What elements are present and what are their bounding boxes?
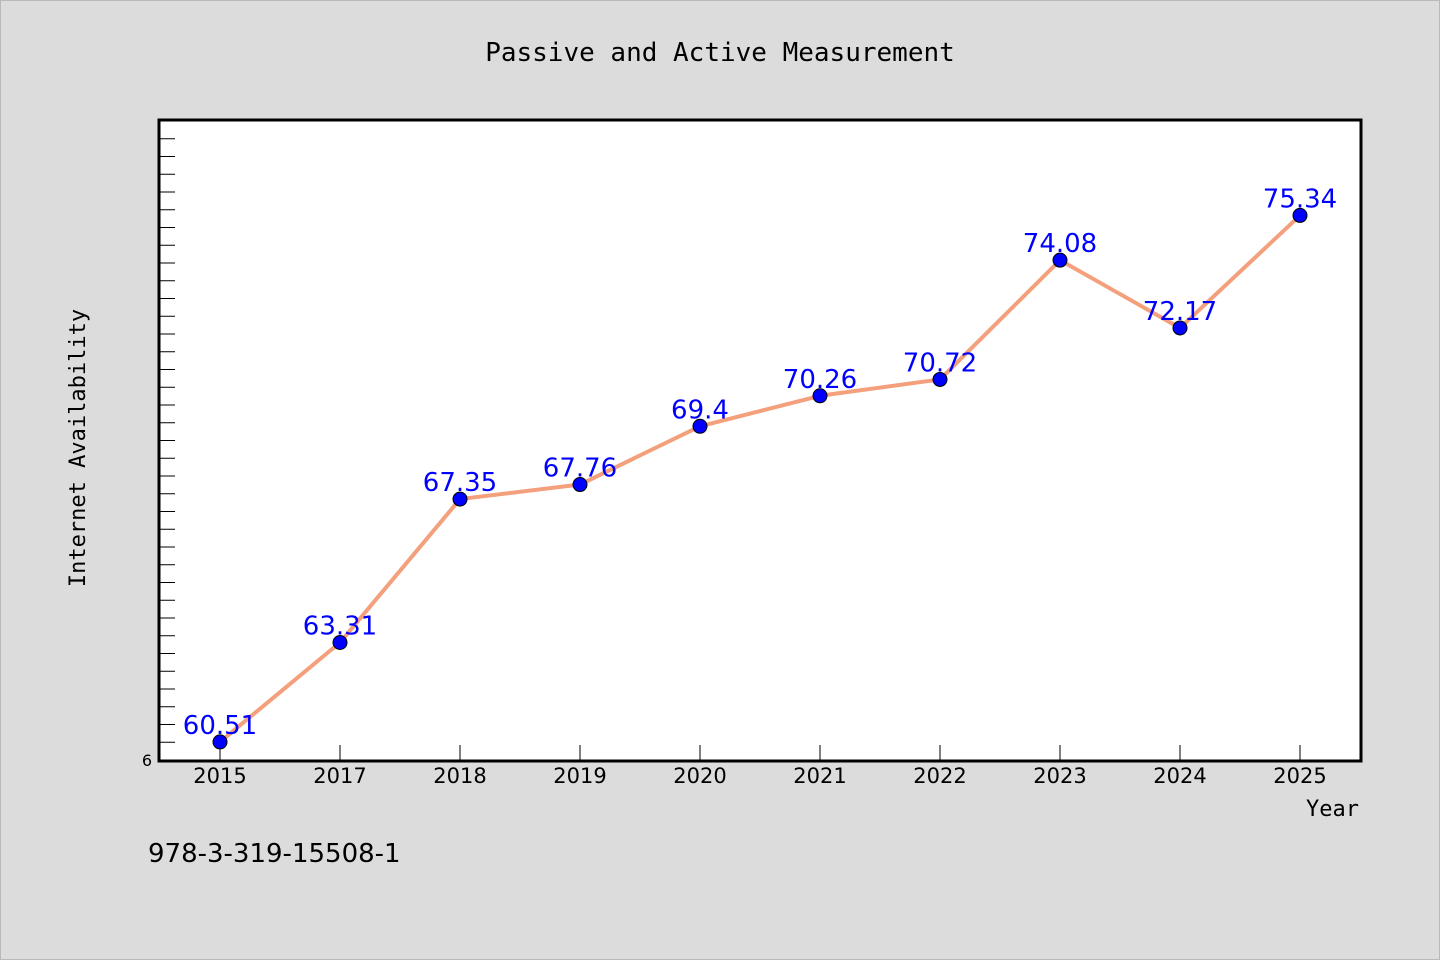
x-tick-label: 2018 (433, 764, 486, 788)
x-tick-label: 2015 (193, 764, 246, 788)
data-label: 67.76 (543, 454, 617, 484)
plot-area (157, 118, 1363, 763)
series-layer: 60.51 63.31 67.35 67.76 69.4 70.26 70.72 74.08 7… (183, 184, 1337, 750)
data-point (1052, 252, 1068, 268)
data-point (932, 371, 948, 387)
y-axis-ticks (160, 138, 175, 743)
x-tick-label: 2025 (1273, 764, 1326, 788)
data-point (572, 477, 588, 493)
data-label: 67.35 (423, 468, 497, 498)
data-point (1172, 320, 1188, 336)
data-label: 69.4 (671, 395, 729, 425)
data-point (692, 418, 708, 434)
x-tick-label: 2019 (553, 764, 606, 788)
data-label: 70.26 (783, 365, 857, 395)
data-point (332, 634, 348, 650)
series-line (218, 213, 1302, 744)
data-label: 60.51 (183, 711, 257, 741)
x-tick-label: 2020 (673, 764, 726, 788)
y-tick-label: 6 (142, 751, 152, 770)
footer-text: 978-3-319-15508-1 (148, 839, 401, 869)
x-axis-label: Year (1306, 797, 1359, 822)
data-label: 72.17 (1143, 297, 1217, 327)
data-point (1292, 207, 1308, 223)
data-label: 75.34 (1263, 184, 1337, 214)
chart-title: Passive and Active Measurement (485, 38, 955, 68)
x-tick-label: 2017 (313, 764, 366, 788)
x-tick-label: 2023 (1033, 764, 1086, 788)
data-label: 63.31 (303, 611, 377, 641)
data-point (452, 491, 468, 507)
x-axis: 2015 2017 2018 2019 2020 2021 2022 2023 2024 2025 (193, 745, 1327, 788)
x-tick-label: 2022 (913, 764, 966, 788)
data-label: 70.72 (903, 348, 977, 378)
data-label: 74.08 (1023, 229, 1097, 259)
data-point (812, 388, 828, 404)
data-point (212, 734, 228, 750)
y-axis-label: Internet Availability (66, 309, 91, 587)
x-tick-label: 2021 (793, 764, 846, 788)
x-tick-label: 2024 (1153, 764, 1206, 788)
